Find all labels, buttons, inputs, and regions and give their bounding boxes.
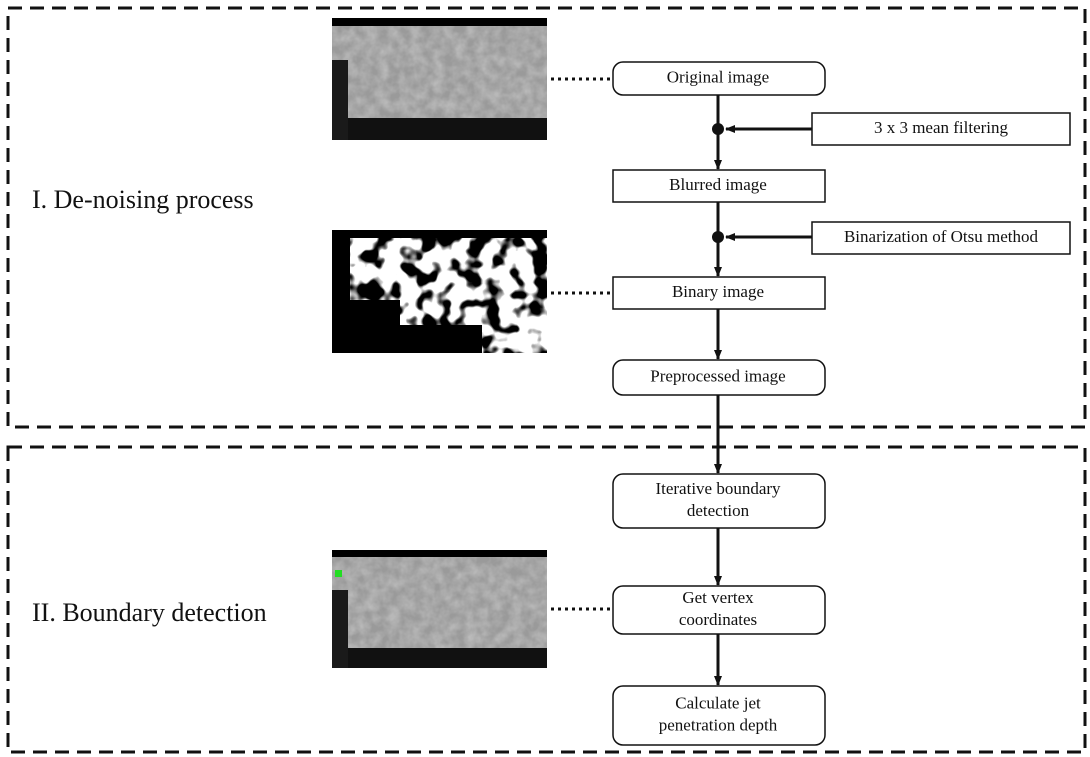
section-label: II. Boundary detection [32, 598, 267, 627]
process-label: Calculate jet penetration depth [659, 693, 778, 734]
process-label: Get vertex coordinates [679, 588, 757, 629]
process-box [612, 585, 826, 635]
process-box [612, 61, 826, 96]
process-label: Binary image [672, 282, 764, 301]
process-label: Original image [667, 67, 769, 86]
process-label: Blurred image [669, 175, 767, 194]
photo-binary [332, 230, 547, 353]
photo-original [332, 18, 547, 140]
junction [712, 231, 724, 243]
section-label: I. De-noising process [32, 185, 254, 214]
process-box [612, 169, 826, 203]
photo-boundary [332, 550, 547, 668]
flow: Original image Blurred image Binary image P… [32, 61, 1071, 746]
section-frame [6, 445, 1087, 754]
process-label-line: Blurred image [669, 175, 767, 194]
process-label-line: Iterative boundary [655, 479, 781, 498]
process-box [612, 685, 826, 746]
process-box [612, 473, 826, 529]
process-box [612, 276, 826, 310]
process-label-line: coordinates [679, 610, 757, 629]
process-label-line: Original image [667, 67, 769, 86]
junction [712, 123, 724, 135]
input-label: Binarization of Otsu method [844, 227, 1039, 246]
section-frame [6, 6, 1087, 429]
process-label-line: Preprocessed image [650, 366, 785, 385]
input-box [811, 221, 1071, 255]
process-box [612, 359, 826, 396]
input-label: 3 x 3 mean filtering [874, 118, 1009, 137]
process-label-line: detection [687, 501, 750, 520]
process-label: Iterative boundary detection [655, 479, 781, 520]
process-label-line: Calculate jet [675, 693, 761, 712]
process-label: Preprocessed image [650, 366, 785, 385]
process-label-line: penetration depth [659, 715, 778, 734]
process-label-line: Binary image [672, 282, 764, 301]
process-label-line: Get vertex [682, 588, 754, 607]
